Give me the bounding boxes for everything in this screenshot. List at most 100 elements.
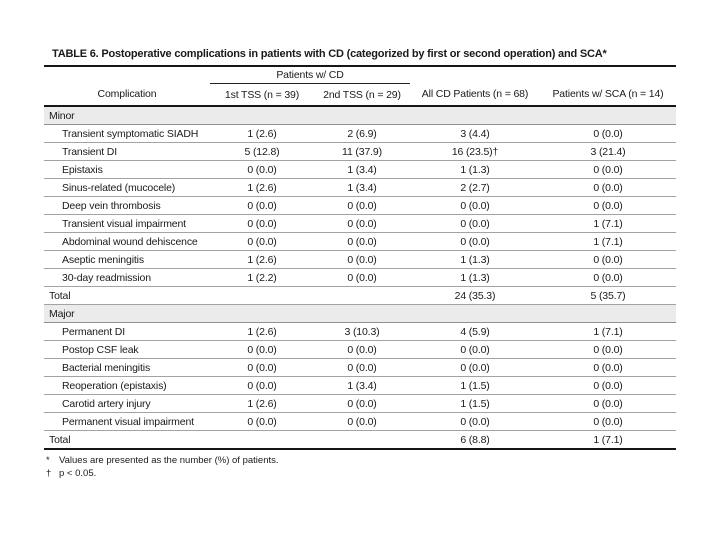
cell: 2 (6.9): [314, 124, 410, 143]
table-row: Permanent DI 1 (2.6) 3 (10.3) 4 (5.9) 1 …: [44, 322, 676, 341]
complication-label: Epistaxis: [44, 160, 210, 179]
table-row: Transient symptomatic SIADH 1 (2.6) 2 (6…: [44, 124, 676, 143]
cell: 0 (0.0): [410, 214, 540, 233]
cell: 0 (0.0): [540, 394, 676, 413]
cell: 5 (35.7): [540, 286, 676, 305]
footnote-marker: †: [46, 468, 52, 479]
table-row: Bacterial meningitis 0 (0.0) 0 (0.0) 0 (…: [44, 358, 676, 377]
footnote-text: p < 0.05.: [59, 468, 97, 479]
footnote-dagger: † p < 0.05.: [46, 467, 676, 480]
cell: 0 (0.0): [314, 250, 410, 269]
col-header-2nd-tss: 2nd TSS (n = 29): [314, 83, 410, 107]
complication-label: Abdominal wound dehiscence: [44, 232, 210, 251]
complication-label: Postop CSF leak: [44, 340, 210, 359]
cell: 0 (0.0): [210, 340, 314, 359]
blank-cell: [410, 66, 540, 84]
complication-label: Transient symptomatic SIADH: [44, 124, 210, 143]
cell: 0 (0.0): [210, 196, 314, 215]
cell: 1 (1.3): [410, 250, 540, 269]
cell: 1 (2.6): [210, 394, 314, 413]
cell: 0 (0.0): [410, 358, 540, 377]
col-header-1st-tss: 1st TSS (n = 39): [210, 83, 314, 107]
cell: 0 (0.0): [314, 394, 410, 413]
col-header-complication: Complication: [44, 83, 210, 107]
cell: 0 (0.0): [210, 232, 314, 251]
column-header-row: Complication 1st TSS (n = 39) 2nd TSS (n…: [44, 83, 676, 107]
table-row: Postop CSF leak 0 (0.0) 0 (0.0) 0 (0.0) …: [44, 340, 676, 359]
cell: 0 (0.0): [210, 358, 314, 377]
cell: 0 (0.0): [540, 268, 676, 287]
complication-label: Permanent DI: [44, 322, 210, 341]
cell: 0 (0.0): [314, 232, 410, 251]
group-header-patients-cd: Patients w/ CD: [210, 66, 410, 84]
table-row: Abdominal wound dehiscence 0 (0.0) 0 (0.…: [44, 232, 676, 251]
cell: 0 (0.0): [210, 412, 314, 431]
cell: [314, 431, 410, 450]
cell: 0 (0.0): [410, 412, 540, 431]
table-block: TABLE 6. Postoperative complications in …: [44, 48, 676, 480]
table-row: Transient DI 5 (12.8) 11 (37.9) 16 (23.5…: [44, 142, 676, 161]
group-header-row: Patients w/ CD: [44, 66, 676, 84]
complication-label: Bacterial meningitis: [44, 358, 210, 377]
footnote-marker: *: [46, 455, 50, 466]
complication-label: 30-day readmission: [44, 268, 210, 287]
cell: 0 (0.0): [540, 250, 676, 269]
cell: 0 (0.0): [540, 412, 676, 431]
cell: [210, 286, 314, 305]
cell: 0 (0.0): [540, 160, 676, 179]
cell: 3 (21.4): [540, 142, 676, 161]
cell: 0 (0.0): [210, 376, 314, 395]
cell: 1 (2.2): [210, 268, 314, 287]
cell: 0 (0.0): [210, 214, 314, 233]
cell: 6 (8.8): [460, 433, 490, 446]
table-row: 30-day readmission 1 (2.2) 0 (0.0) 1 (1.…: [44, 268, 676, 287]
cell: 24 (35.3): [410, 286, 540, 305]
total-row-major: Total 6 (8.8) 1 (7.1): [44, 431, 676, 450]
cell: [314, 286, 410, 305]
cell: 1 (7.1): [540, 214, 676, 233]
complications-table: Patients w/ CD Complication 1st TSS (n =…: [44, 65, 676, 450]
cell: 0 (0.0): [210, 160, 314, 179]
cell: 0 (0.0): [314, 214, 410, 233]
cell: 1 (1.5): [410, 394, 540, 413]
cell: 1 (1.5): [410, 376, 540, 395]
complication-label: Reoperation (epistaxis): [44, 376, 210, 395]
cell: 1 (7.1): [540, 322, 676, 341]
cell: 0 (0.0): [540, 178, 676, 197]
table-row: Deep vein thrombosis 0 (0.0) 0 (0.0) 0 (…: [44, 196, 676, 215]
cell: 0 (0.0): [540, 376, 676, 395]
cell: 0 (0.0): [314, 358, 410, 377]
cell: [210, 431, 314, 450]
cell: 0 (0.0): [314, 268, 410, 287]
total-label: Total: [49, 433, 71, 446]
blank-cell: [540, 66, 676, 84]
cell: 2 (2.7): [410, 178, 540, 197]
cell: 1 (2.6): [210, 322, 314, 341]
complication-label: Deep vein thrombosis: [44, 196, 210, 215]
cell: 0 (0.0): [540, 358, 676, 377]
cell: 0 (0.0): [540, 196, 676, 215]
cell: 1 (3.4): [314, 178, 410, 197]
cell: 0 (0.0): [314, 340, 410, 359]
cell: 1 (1.3): [410, 268, 540, 287]
cell: 0 (0.0): [314, 412, 410, 431]
cell: 0 (0.0): [410, 196, 540, 215]
footnotes: * Values are presented as the number (%)…: [44, 454, 676, 480]
cell: 1 (3.4): [314, 376, 410, 395]
section-row-major: Major: [44, 304, 676, 323]
table-row: Sinus-related (mucocele) 1 (2.6) 1 (3.4)…: [44, 178, 676, 197]
cell: 0 (0.0): [540, 124, 676, 143]
complication-label: Permanent visual impairment: [44, 412, 210, 431]
table-row: Carotid artery injury 1 (2.6) 0 (0.0) 1 …: [44, 394, 676, 413]
blank-cell: [44, 66, 210, 84]
cell: 1 (2.6): [210, 178, 314, 197]
cell: 16 (23.5)†: [410, 142, 540, 161]
cell: 3 (10.3): [314, 322, 410, 341]
complication-label: Transient visual impairment: [44, 214, 210, 233]
cell: 0 (0.0): [540, 340, 676, 359]
cell: 1 (7.1): [593, 433, 623, 446]
cell: 1 (2.6): [210, 250, 314, 269]
table-row: Permanent visual impairment 0 (0.0) 0 (0…: [44, 412, 676, 431]
complication-label: Sinus-related (mucocele): [44, 178, 210, 197]
cell: 4 (5.9): [410, 322, 540, 341]
